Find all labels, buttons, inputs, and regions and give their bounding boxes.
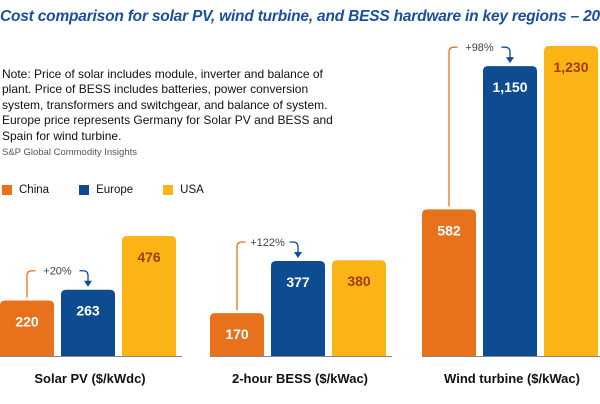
category-label-1: Solar PV ($/kWdc) xyxy=(34,371,145,386)
legend-item-china: China xyxy=(2,184,49,196)
bar-europe-2 xyxy=(271,260,325,356)
source-credit: S&P Global Commodity Insights xyxy=(2,147,137,158)
growth-bracket-right-2 xyxy=(289,241,299,253)
legend-swatch-china xyxy=(2,185,12,195)
chart-title: Cost comparison for solar PV, wind turbi… xyxy=(0,8,600,25)
growth-arrow-head-3 xyxy=(506,57,514,64)
category-label-3: Wind turbine ($/kWac) xyxy=(444,371,580,386)
growth-bracket-left-1 xyxy=(26,270,36,298)
data-label-europe-2: 377 xyxy=(286,274,310,290)
growth-bracket-right-1 xyxy=(79,270,89,282)
legend-item-europe: Europe xyxy=(79,184,133,196)
growth-bracket-left-3 xyxy=(448,46,458,207)
legend-label-europe: Europe xyxy=(96,184,134,196)
data-label-usa-1: 476 xyxy=(137,249,161,265)
data-label-china-2: 170 xyxy=(225,326,249,342)
growth-annotation-3: +98% xyxy=(465,42,494,54)
legend-swatch-usa xyxy=(163,185,174,195)
bar-china-1 xyxy=(0,300,54,356)
chart-note: Note: Price of solar includes module, in… xyxy=(2,67,333,143)
bar-europe-1 xyxy=(61,289,115,356)
growth-bracket-right-3 xyxy=(501,46,511,59)
legend-swatch-europe xyxy=(79,185,90,195)
growth-arrow-head-1 xyxy=(84,280,92,287)
growth-annotation-1: +20% xyxy=(43,266,72,278)
data-label-europe-3: 1,150 xyxy=(492,79,527,95)
bar-usa-2 xyxy=(332,260,386,356)
legend-label-china: China xyxy=(19,184,50,196)
legend-item-usa: USA xyxy=(163,184,204,196)
bar-usa-1 xyxy=(122,236,176,356)
legend-label-usa: USA xyxy=(180,184,204,196)
data-label-usa-3: 1,230 xyxy=(553,59,588,75)
data-label-china-3: 582 xyxy=(437,222,461,238)
bar-europe-3 xyxy=(483,66,537,357)
data-label-usa-2: 380 xyxy=(347,273,371,289)
bar-china-2 xyxy=(210,313,264,356)
growth-bracket-left-2 xyxy=(236,241,246,311)
bar-china-3 xyxy=(422,209,476,356)
data-label-china-1: 220 xyxy=(15,314,39,330)
growth-annotation-2: +122% xyxy=(250,237,285,249)
growth-arrow-head-2 xyxy=(294,251,302,258)
category-label-2: 2-hour BESS ($/kWac) xyxy=(232,371,368,386)
legend: China Europe USA xyxy=(2,184,234,196)
data-label-europe-1: 263 xyxy=(76,303,100,319)
bar-usa-3 xyxy=(544,46,598,356)
